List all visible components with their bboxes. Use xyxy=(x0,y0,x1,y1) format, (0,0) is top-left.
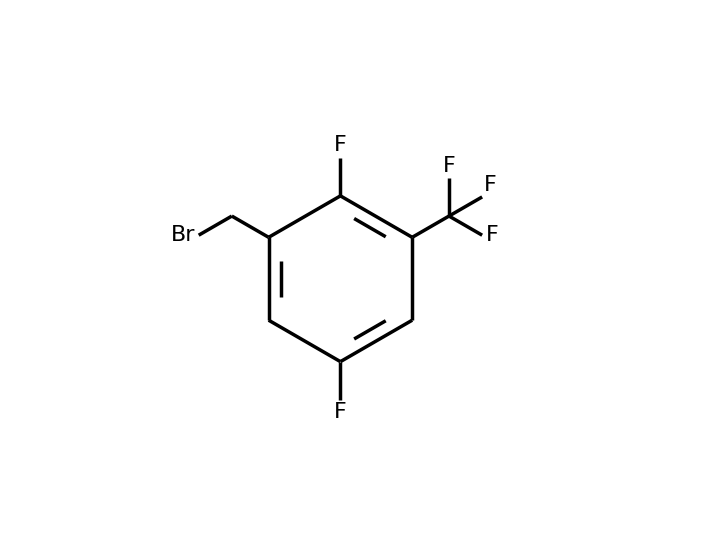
Text: F: F xyxy=(334,402,347,422)
Text: Br: Br xyxy=(171,225,196,245)
Text: F: F xyxy=(484,175,497,195)
Text: F: F xyxy=(443,156,456,176)
Text: F: F xyxy=(486,225,498,245)
Text: F: F xyxy=(334,135,347,156)
